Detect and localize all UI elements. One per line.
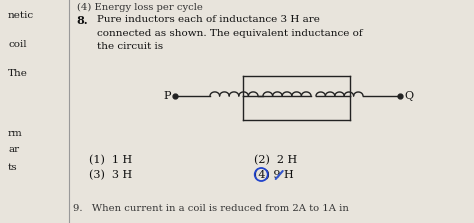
Text: (4) 9 H: (4) 9 H: [254, 170, 293, 180]
Text: (3)  3 H: (3) 3 H: [89, 170, 132, 180]
Text: the circuit is: the circuit is: [97, 42, 163, 51]
Text: (4) Energy loss per cycle: (4) Energy loss per cycle: [77, 3, 202, 12]
Text: Q: Q: [404, 91, 413, 101]
Text: connected as shown. The equivalent inductance of: connected as shown. The equivalent induc…: [97, 29, 362, 37]
Text: ts: ts: [8, 163, 18, 172]
Text: coil: coil: [8, 40, 27, 49]
Text: P: P: [164, 91, 171, 101]
Text: netic: netic: [8, 11, 34, 20]
Text: 8.: 8.: [77, 15, 88, 26]
Text: 9.   When current in a coil is reduced from 2A to 1A in: 9. When current in a coil is reduced fro…: [73, 204, 348, 213]
Text: (1)  1 H: (1) 1 H: [89, 155, 132, 165]
Text: ar: ar: [8, 145, 19, 154]
Text: The: The: [8, 69, 28, 78]
Text: Pure inductors each of inductance 3 H are: Pure inductors each of inductance 3 H ar…: [97, 15, 319, 24]
Text: rm: rm: [8, 129, 23, 138]
Text: (2)  2 H: (2) 2 H: [254, 155, 297, 165]
